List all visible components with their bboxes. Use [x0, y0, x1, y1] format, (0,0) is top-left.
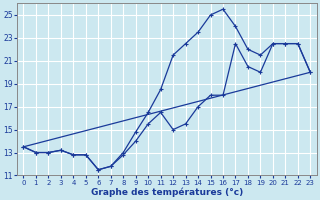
X-axis label: Graphe des températures (°c): Graphe des températures (°c): [91, 187, 243, 197]
